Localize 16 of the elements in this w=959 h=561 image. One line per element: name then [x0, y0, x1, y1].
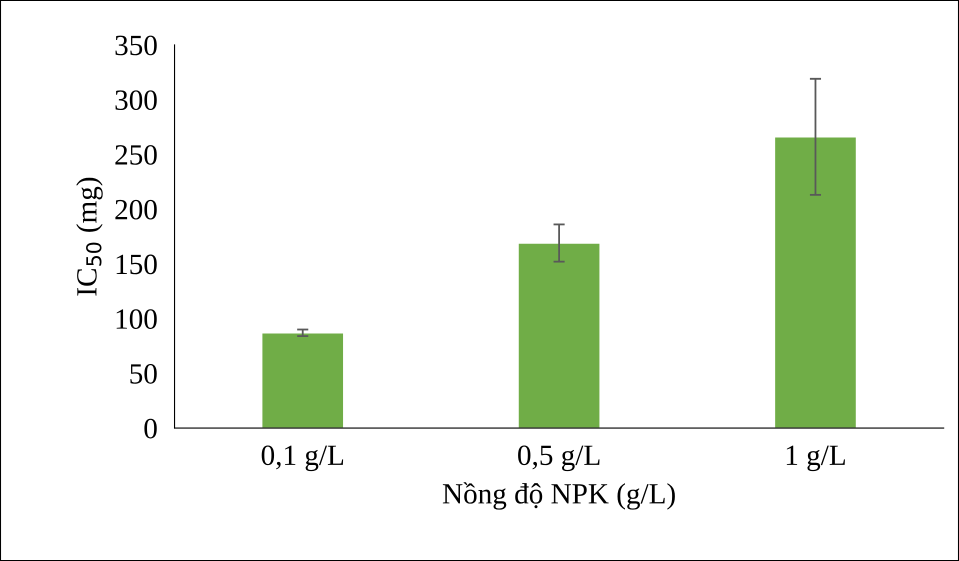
x-tick-label: 0,1 g/L: [262, 445, 344, 472]
x-axis-title: Nồng độ NPK (g/L): [442, 482, 675, 510]
y-tick-label: 100: [116, 309, 157, 329]
y-tick-label: 200: [115, 200, 157, 220]
y-tick-label: 50: [130, 364, 157, 384]
y-tick-label: 0: [144, 418, 157, 438]
y-axis-title: IC$_{50}$ (mg): [76, 178, 103, 296]
y-tick-label: 150: [116, 254, 157, 274]
bar: [261, 332, 344, 428]
y-tick-label: 250: [115, 145, 157, 165]
bar: [774, 136, 858, 428]
x-tick-label: 0,5 g/L: [518, 445, 600, 472]
y-tick-label: 350: [116, 36, 157, 56]
y-tick-label: 300: [116, 90, 157, 110]
x-tick-label: 1 g/L: [786, 446, 845, 472]
bar: [517, 242, 601, 428]
